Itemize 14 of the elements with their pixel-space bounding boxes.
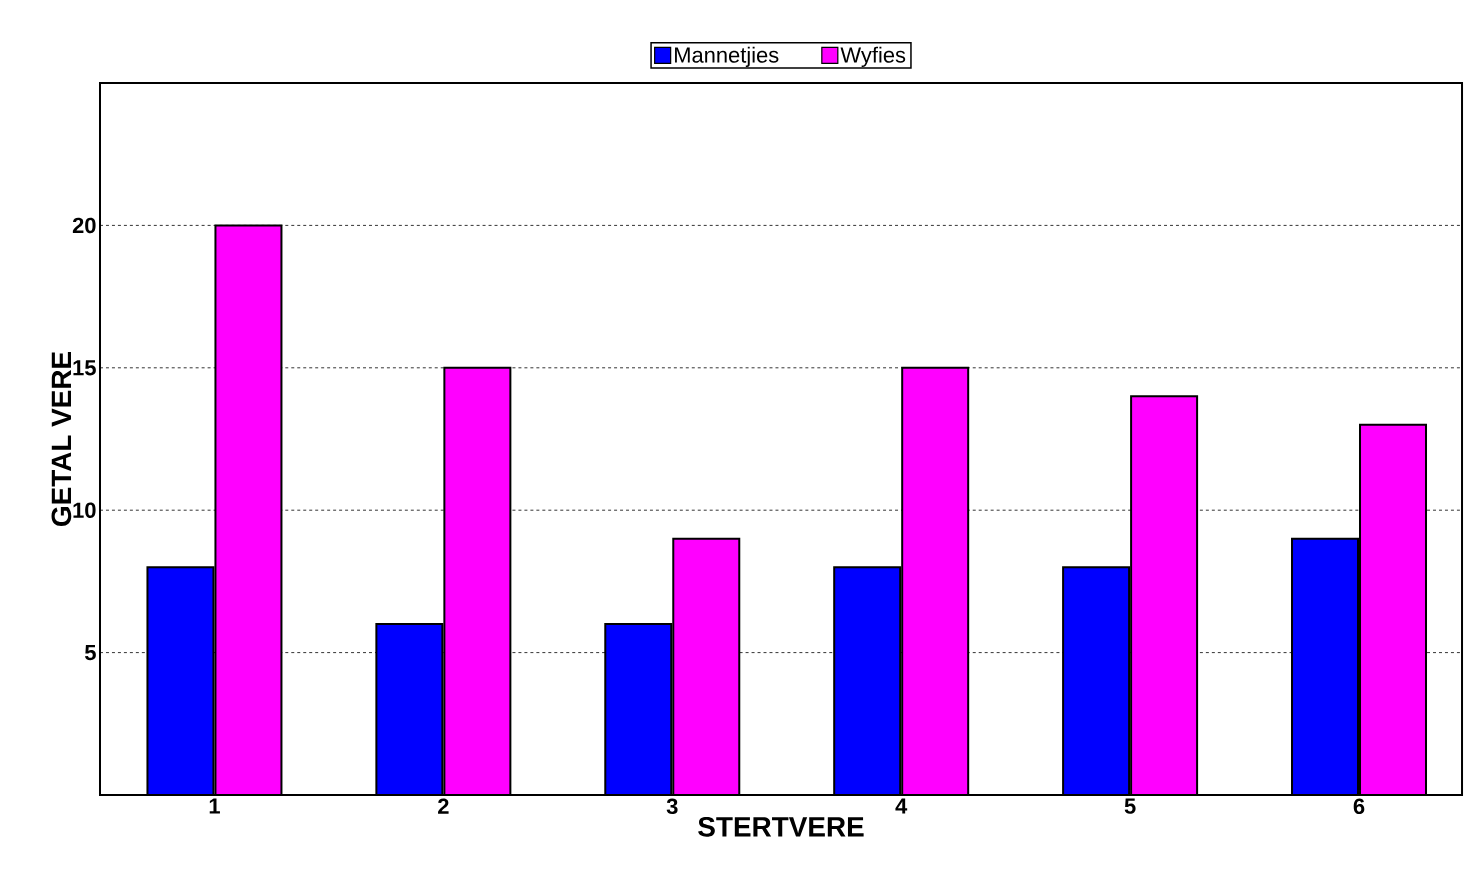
y-tick-label: 5 — [84, 644, 96, 661]
legend-label: Wyfies — [840, 46, 906, 68]
y-tick-label: 15 — [73, 360, 96, 376]
y-axis-title: GETAL VERE — [51, 352, 72, 526]
y-tick-label: 10 — [73, 502, 96, 518]
x-tick-label: 3 — [666, 798, 678, 815]
x-tick-label: 2 — [438, 798, 449, 814]
x-axis-title: STERTVERE — [698, 816, 864, 837]
x-tick-label: 5 — [1124, 798, 1136, 814]
x-tick-label: 6 — [1353, 798, 1365, 815]
x-tick-label: 1 — [209, 798, 220, 814]
legend-label: Mannetjies — [675, 46, 779, 68]
x-tick-label: 4 — [895, 798, 908, 814]
y-tick-label: 20 — [72, 217, 96, 234]
